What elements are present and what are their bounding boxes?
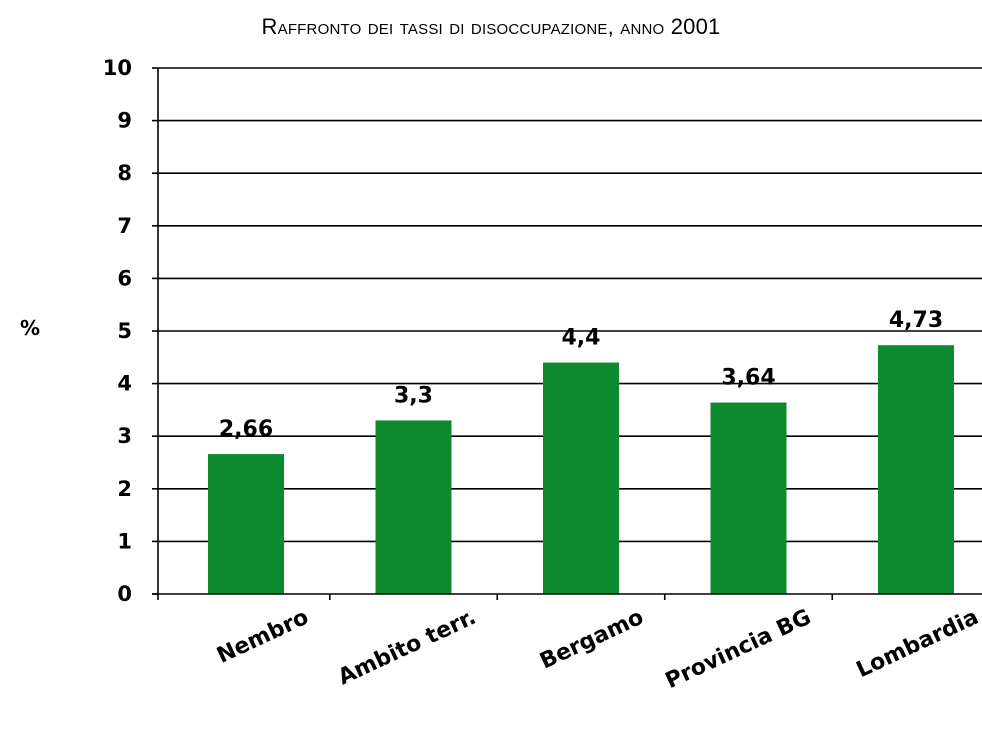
y-tick-label-7: 7 <box>117 214 132 238</box>
data-label-3: 3,64 <box>721 366 775 391</box>
y-tick-label-2: 2 <box>117 477 132 501</box>
y-tick-label-1: 1 <box>117 529 132 553</box>
bar-0 <box>208 454 284 594</box>
category-label-0: Nembro <box>213 605 312 669</box>
bar-2 <box>543 362 619 594</box>
category-label-4: Lombardia <box>853 605 982 683</box>
category-label-3: Provincia BG <box>662 605 815 694</box>
bar-4 <box>878 345 954 594</box>
y-tick-label-9: 9 <box>117 109 132 133</box>
chart-title: Raffronto dei tassi di disoccupazione, a… <box>261 14 721 39</box>
y-tick-label-8: 8 <box>117 161 132 185</box>
y-tick-label-3: 3 <box>117 424 132 448</box>
bars <box>208 345 954 594</box>
y-axis-label: % <box>20 316 40 340</box>
bar-3 <box>710 402 787 594</box>
data-label-1: 3,3 <box>394 383 433 408</box>
data-label-4: 4,73 <box>889 308 943 333</box>
category-label-2: Bergamo <box>536 605 647 675</box>
y-tick-label-0: 0 <box>117 582 132 606</box>
category-label-1: Ambito terr. <box>335 605 481 691</box>
bar-1 <box>375 420 452 594</box>
y-tick-label-5: 5 <box>117 319 132 343</box>
y-tick-label-4: 4 <box>117 372 132 396</box>
data-label-0: 2,66 <box>219 417 273 442</box>
labels: 0 1 2 3 4 5 6 7 8 9 10% 2,66 Nembro 3,3 Ambito terr. 4,… <box>20 56 982 694</box>
axes <box>152 67 982 600</box>
y-tick-label-6: 6 <box>117 266 132 290</box>
y-tick-label-10: 10 <box>103 56 132 80</box>
data-label-2: 4,4 <box>562 326 601 351</box>
